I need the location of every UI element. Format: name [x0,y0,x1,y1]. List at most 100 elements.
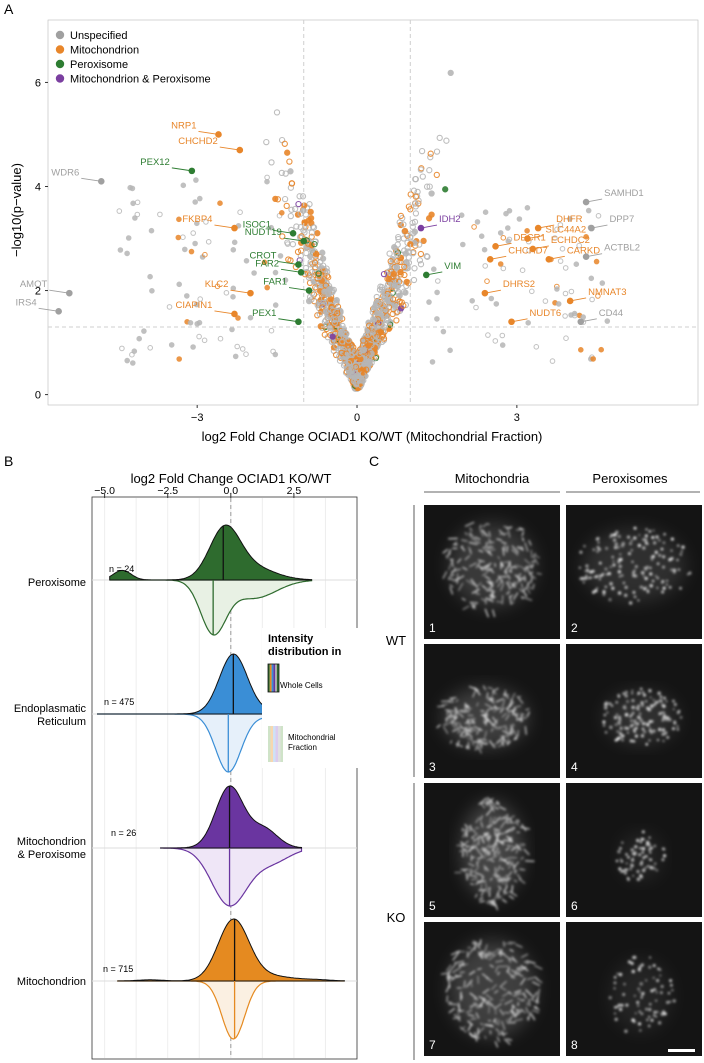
peroxisome-dot [619,728,623,731]
mito-strand [522,596,533,601]
volcano-point [415,200,422,207]
micrograph-grid: 1 2 3 4 5 6 7 8 [424,505,702,1056]
peroxisome-dot [613,981,617,985]
peroxisome-dot [582,581,585,584]
peroxisome-dot [618,575,621,578]
peroxisome-dot [637,987,641,991]
legend-label: Mitochondrion & Peroxisome [70,74,211,86]
peroxisome-dot [630,719,633,723]
volcano-point [418,147,426,155]
mito-strand [498,806,507,811]
peroxisome-dot [672,699,675,703]
mito-strand [492,1018,497,1023]
mito-strand [459,848,468,853]
mito-strand [527,581,530,587]
legend-whole-swatch [267,663,280,693]
mito-strand [510,969,517,974]
peroxisome-dot [627,878,630,881]
mito-strand [484,608,489,618]
micrograph-number: 7 [429,1038,436,1052]
mito-strand [486,856,495,861]
mito-strand [483,955,488,959]
peroxisome-dot [670,984,673,987]
mito-strand [495,1028,501,1034]
mito-strand [470,883,474,886]
peroxisome-dot [621,541,625,546]
mito-strand [484,708,490,716]
peroxisome-dot [640,734,645,738]
peroxisome-dot [648,729,652,733]
peroxisome-dot [651,558,654,561]
mito-strand [510,728,512,736]
gene-leader-line [484,289,501,294]
mito-strand [506,704,511,711]
y-tick-label: 6 [35,77,41,89]
gene-leader-line [538,224,555,229]
ridge-whole-density [109,524,313,581]
mito-strand [505,707,511,714]
peroxisome-dot [612,563,616,567]
mito-strand [464,532,469,536]
mito-strand [512,958,518,963]
mito-strand [505,581,511,588]
peroxisome-dot [658,538,661,542]
gene-leader-line [527,235,544,239]
volcano-point [398,299,405,306]
panel-a-frame [47,19,699,406]
mito-strand [518,587,523,593]
peroxisome-dot [626,731,629,734]
mito-strand [487,686,493,690]
mito-strand [486,797,494,805]
volcano-point [184,293,190,299]
peroxisome-dot [659,974,662,977]
volcano-point [354,377,361,384]
volcano-point [201,337,208,344]
peroxisome-dot [679,587,682,590]
volcano-point [364,350,371,357]
mito-strand [526,960,536,964]
peroxisome-dot [604,702,608,707]
peroxisome-dot [620,859,624,863]
mito-strand [480,713,489,716]
peroxisome-dot [665,583,668,586]
gene-leader-line [214,224,235,229]
mito-strand [494,1019,498,1025]
gene-label: VIM [444,261,461,272]
peroxisome-dot [614,738,618,742]
peroxisome-dot [621,841,624,844]
mito-strand [505,826,515,833]
mito-strand [517,819,520,823]
peroxisome-dot [632,591,636,594]
mito-strand [514,580,520,586]
mito-strand [484,944,488,953]
volcano-point [424,253,431,260]
volcano-point [426,299,432,305]
mito-strand [520,992,526,995]
volcano-point [356,351,363,358]
mito-strand [474,536,481,541]
mito-strand [473,725,483,732]
mito-strand [467,845,477,852]
mito-strand [518,878,526,884]
legend-label: Peroxisome [70,59,128,71]
peroxisome-dot [629,739,633,743]
peroxisome-dot [637,715,641,719]
gene-label: DHRS2 [503,279,535,290]
peroxisome-dot [646,565,649,569]
volcano-point [302,211,310,218]
volcano-point [390,273,397,280]
volcano-point [401,227,409,235]
legend-whole-box [267,663,280,693]
peroxisome-dot [628,552,631,556]
volcano-point [412,193,420,200]
mito-strand [487,544,492,548]
volcano-point [324,289,332,297]
mito-strand [467,1024,472,1032]
legend-mito-label-1: Mitochondrial [288,733,336,742]
mito-strand [504,829,511,834]
volcano-point [595,213,602,219]
mito-strand [531,560,536,563]
panel-b-letter: B [4,453,13,469]
peroxisome-dot [604,567,608,571]
mito-strand [486,580,494,587]
